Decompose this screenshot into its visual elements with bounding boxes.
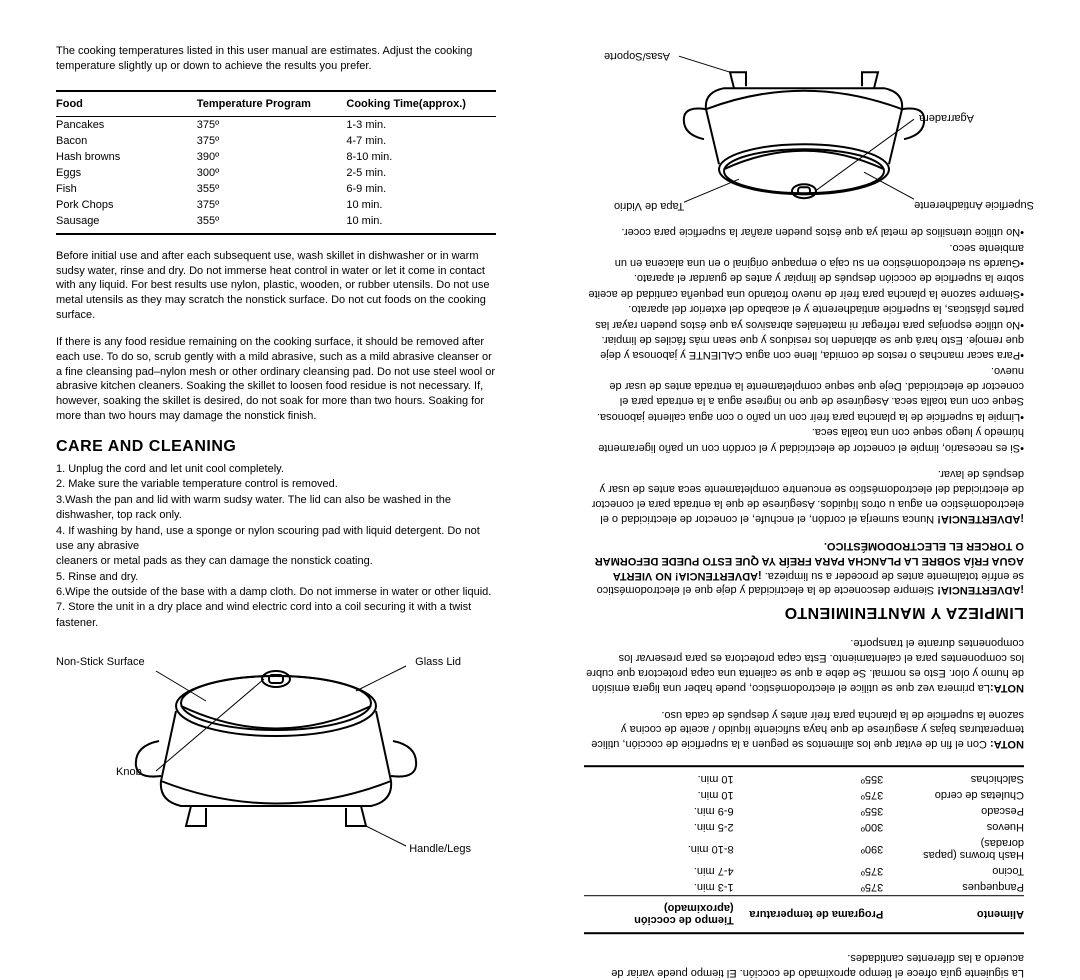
callout-nonstick: Non-Stick Surface	[56, 656, 145, 668]
col-food: Food	[56, 91, 197, 117]
step-1: 1. Unplug the cord and let unit cool com…	[56, 462, 496, 477]
skillet-diagram-es: Superficie Antiadherente Tapa de Vidrio …	[584, 44, 1024, 214]
warn1: ¡ADVERTENCIA! Siempre desconecte de la e…	[584, 538, 1024, 597]
care-steps: 1. Unplug the cord and let unit cool com…	[56, 462, 496, 631]
paragraph-2: If there is any food residue remaining o…	[56, 335, 496, 424]
bullet-2: •Limpie la superficie de la plancha para…	[584, 363, 1024, 425]
warn1-label: ¡ADVERTENCIA!	[937, 585, 1024, 597]
table-row: Bacon375º4-7 min.	[56, 133, 496, 149]
bullet-6: •Guarde su electrodoméstico en su caja o…	[584, 239, 1024, 270]
table-row: Sausage355º10 min.	[56, 213, 496, 234]
step-7: 7. Store the unit in a dry place and win…	[56, 600, 496, 631]
nota2-text: La primera vez que se utilice el electro…	[586, 637, 1024, 694]
step-4: 4. If washing by hand, use a sponge or n…	[56, 524, 496, 555]
table-row: Salchichas355º10 min.	[584, 767, 1024, 788]
bullet-3: •Para sacar manchas o restos de comida, …	[584, 332, 1024, 363]
nota1-label: NOTA:	[990, 739, 1024, 751]
left-page: The cooking temperatures listed in this …	[56, 44, 496, 871]
callout-knob-es: Agarradera	[919, 112, 974, 124]
table-header-row: Alimento Programa de temperatura Tiempo …	[584, 896, 1024, 934]
col-time-es: Tiempo de cocción (aproximado)	[584, 896, 734, 934]
table-row: Pancakes375º1-3 min.	[56, 116, 496, 133]
callout-nonstick-es: Superficie Antiadherente	[914, 199, 1034, 211]
cooking-table-en: Food Temperature Program Cooking Time(ap…	[56, 90, 496, 235]
col-temp: Temperature Program	[197, 91, 347, 117]
callout-knob: Knob	[116, 766, 142, 778]
skillet-icon	[56, 651, 496, 871]
table-row: Pescado355º6-9 min.	[584, 804, 1024, 820]
col-temp-es: Programa de temperatura	[734, 896, 884, 934]
table-row: Hash browns390º8-10 min.	[56, 149, 496, 165]
table-row: Huevos300º2-5 min.	[584, 820, 1024, 836]
warn3: ¡ADVERTENCIA! Nunca sumerja el cordón, e…	[584, 467, 1024, 526]
intro-text-es: La siguiente guía ofrece el tiempo aprox…	[584, 951, 1024, 980]
col-time: Cooking Time(approx.)	[346, 91, 496, 117]
table-row: Fish355º6-9 min.	[56, 181, 496, 197]
nota1: NOTA: Con el fin de evitar que los alime…	[584, 707, 1024, 752]
bullet-1: •Si es necesario, limpie el conector de …	[584, 424, 1024, 455]
step-2: 2. Make sure the variable temperature co…	[56, 477, 496, 492]
table-row: Chuletas de cerdo375º10 min.	[584, 788, 1024, 804]
cooking-table-es: Alimento Programa de temperatura Tiempo …	[584, 766, 1024, 935]
bullet-7: •No utilice utensilios de metal ya que é…	[584, 224, 1024, 239]
table-header-row: Food Temperature Program Cooking Time(ap…	[56, 91, 496, 117]
step-3: 3.Wash the pan and lid with warm sudsy w…	[56, 493, 496, 524]
table-row: Eggs300º2-5 min.	[56, 165, 496, 181]
bullet-5: •Siempre sazone la plancha para freír de…	[584, 270, 1024, 301]
right-page: La siguiente guía ofrece el tiempo aprox…	[584, 44, 1024, 980]
limpieza-heading: LIMPIEZA Y MANTENIMIENTO	[584, 604, 1024, 622]
paragraph-1: Before initial use and after each subseq…	[56, 249, 496, 323]
care-heading: CARE AND CLEANING	[56, 438, 496, 456]
warn3-label: ¡ADVERTENCIA!	[937, 513, 1024, 525]
nota1-text: Con el fin de evitar que los alimentos s…	[591, 709, 1024, 751]
callout-glasslid: Glass Lid	[415, 656, 461, 668]
callout-handle-es: Asas/Soporte	[604, 50, 670, 62]
step-4b: cleaners or metal pads as they can damag…	[56, 554, 496, 569]
bullet-4: •No utilice esponjas para refregar ni ma…	[584, 301, 1024, 332]
table-row: Panqueques375º1-3 min.	[584, 880, 1024, 897]
callout-glasslid-es: Tapa de Vidrio	[614, 200, 684, 212]
step-5: 5. Rinse and dry.	[56, 570, 496, 585]
nota2-label: NOTA:	[990, 682, 1024, 694]
skillet-icon	[584, 44, 1024, 214]
table-row: Tocino375º4-7 min.	[584, 864, 1024, 880]
table-row: Hash browns (papas doradas)390º8-10 min.	[584, 836, 1024, 864]
callout-handle: Handle/Legs	[409, 843, 471, 855]
col-food-es: Alimento	[883, 896, 1024, 934]
skillet-diagram-en: Non-Stick Surface Glass Lid Knob Handle/…	[56, 651, 496, 871]
bullets-es: •Si es necesario, limpie el conector de …	[584, 224, 1024, 455]
table-row: Pork Chops375º10 min.	[56, 197, 496, 213]
nota2: NOTA:La primera vez que se utilice el el…	[584, 636, 1024, 695]
intro-text: The cooking temperatures listed in this …	[56, 44, 496, 74]
step-6: 6.Wipe the outside of the base with a da…	[56, 585, 496, 600]
